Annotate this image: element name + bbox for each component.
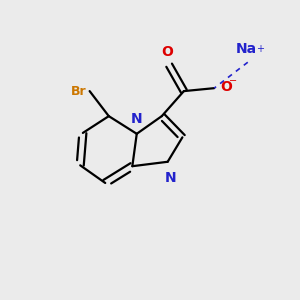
Text: −: −: [229, 76, 237, 86]
Text: O: O: [221, 80, 232, 94]
Text: N: N: [131, 112, 142, 126]
Text: N: N: [165, 171, 176, 184]
Text: Br: Br: [70, 85, 86, 98]
Text: O: O: [162, 45, 174, 59]
Text: +: +: [256, 44, 263, 54]
Text: Na: Na: [236, 42, 257, 56]
